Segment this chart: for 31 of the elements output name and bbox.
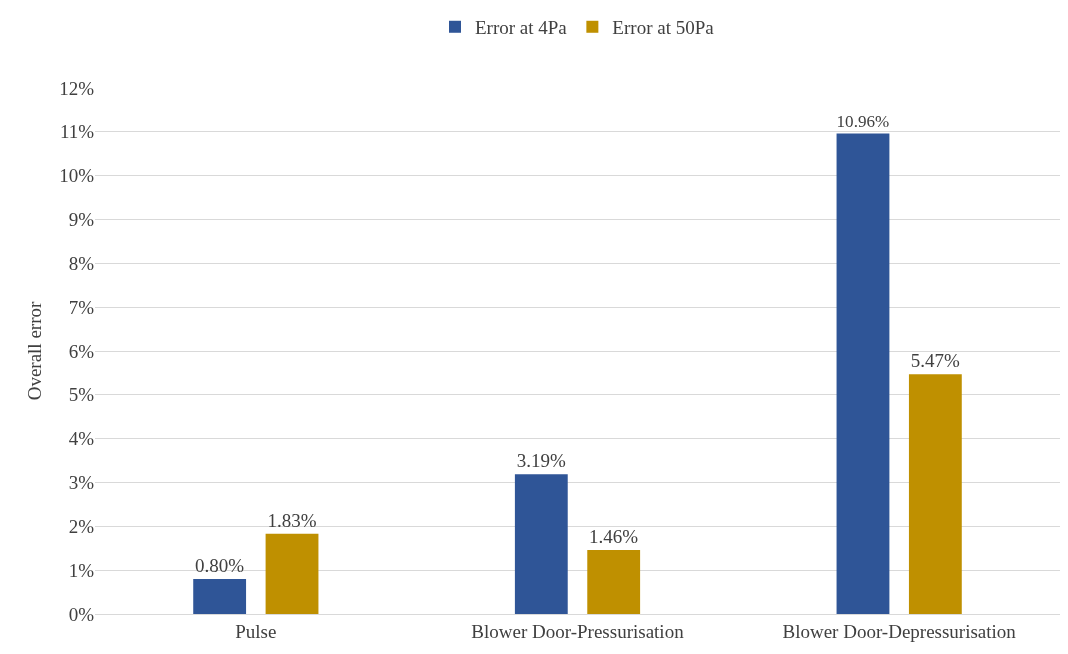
bar <box>265 533 319 614</box>
bar <box>836 133 890 614</box>
y-tick-label: 11% <box>59 121 95 143</box>
legend-label: Error at 4Pa <box>475 17 568 39</box>
y-tick-label: 0% <box>68 603 95 625</box>
legend-label: Error at 50Pa <box>612 17 715 39</box>
x-tick-label: Blower Door-Pressurisation <box>471 620 685 642</box>
y-tick-label: 2% <box>68 515 95 537</box>
data-label: 0.80% <box>195 554 245 576</box>
y-tick-label: 9% <box>68 209 95 231</box>
y-tick-label: 4% <box>68 428 95 450</box>
y-tick-label: 1% <box>68 559 95 581</box>
y-tick-label: 7% <box>68 296 95 318</box>
x-tick-label: Blower Door-Depressurisation <box>782 620 1017 642</box>
bar <box>908 374 962 614</box>
data-label: 1.46% <box>589 526 639 547</box>
y-tick-label: 3% <box>68 472 95 494</box>
bar <box>514 474 568 614</box>
y-axis-title: Overall error <box>24 301 46 401</box>
y-tick-label: 6% <box>68 340 95 362</box>
x-tick-label: Pulse <box>235 620 277 642</box>
data-label: 3.19% <box>516 450 566 472</box>
data-label: 10.96% <box>836 111 890 131</box>
data-label: 5.47% <box>910 350 960 372</box>
bar <box>193 578 247 614</box>
y-tick-label: 10% <box>59 165 95 187</box>
data-label: 1.83% <box>267 509 317 531</box>
y-tick-label: 12% <box>59 77 95 99</box>
y-tick-label: 5% <box>68 384 95 406</box>
bar <box>587 550 641 614</box>
y-tick-label: 8% <box>68 252 95 274</box>
